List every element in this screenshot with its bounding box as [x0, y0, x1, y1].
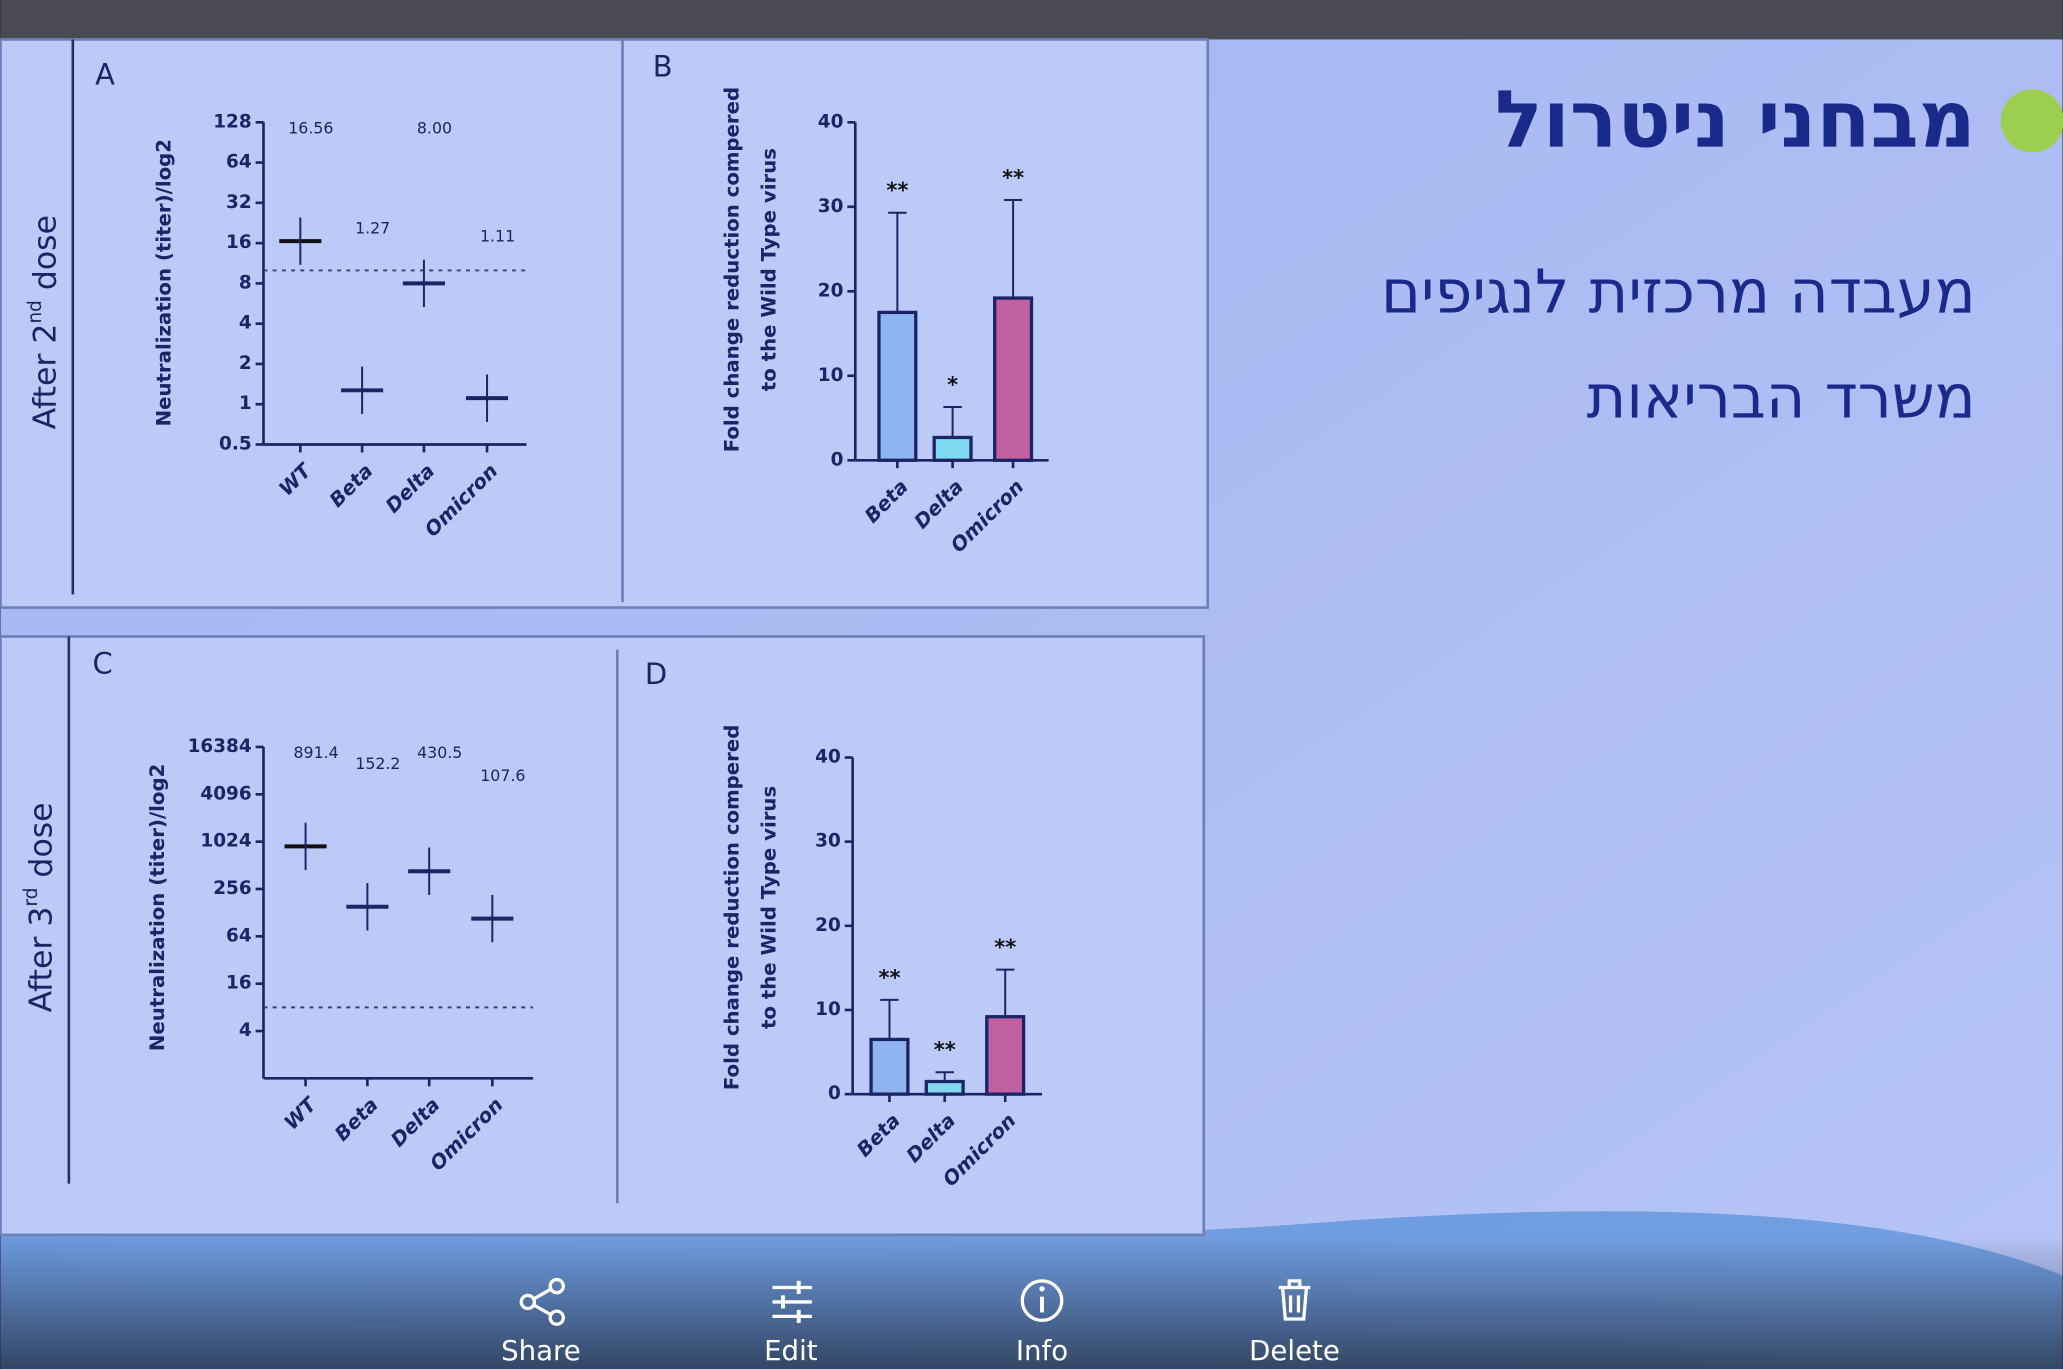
toolbar-label: Edit [764, 1334, 818, 1367]
mean-label: 152.2 [355, 754, 400, 773]
row-label: After 2nd dose [25, 215, 64, 429]
slide-title: מבחני ניטרול [1495, 73, 1976, 165]
y-tick-label: 40 [818, 111, 844, 132]
y-tick-label: 10 [815, 999, 841, 1020]
mean-label: 16.56 [288, 118, 333, 137]
significance-label: ** [994, 935, 1016, 960]
y-tick-label: 256 [213, 878, 251, 899]
mean-label: 430.5 [417, 743, 462, 762]
icon [532, 1287, 553, 1317]
panel-label: A [95, 57, 115, 91]
y-tick-label: 20 [818, 280, 844, 301]
icon [780, 1280, 801, 1323]
row-label-part: dose [28, 215, 64, 300]
panel-label: D [645, 657, 667, 691]
y-axis-label: Neutralization (titer)/log2 [146, 764, 169, 1051]
slide-line: משרד הבריאות [1587, 363, 1976, 433]
info-button[interactable]: Info [1016, 1279, 1068, 1367]
icon [548, 1309, 565, 1326]
row-label-sup: nd [25, 300, 46, 323]
bar [993, 296, 1034, 462]
bar [932, 435, 973, 462]
row-label-part: After 2 [28, 324, 64, 430]
y-tick-label: 4096 [200, 783, 251, 804]
significance-label: * [947, 372, 958, 397]
y-tick-label: 20 [815, 915, 841, 936]
row-label-part: dose [24, 802, 60, 887]
y-tick-label: 0 [828, 1083, 841, 1104]
mean-label: 891.4 [294, 743, 339, 762]
y-tick-label: 64 [226, 152, 252, 173]
icon [772, 1285, 812, 1319]
panel-label: C [93, 646, 113, 680]
icon [548, 1277, 565, 1295]
share-button[interactable]: Share [501, 1277, 581, 1367]
y-tick-label: 16 [226, 973, 252, 994]
y-tick-label: 8 [239, 272, 252, 293]
toolbar-label: Delete [1249, 1334, 1340, 1367]
y-tick-label: 16384 [188, 736, 252, 757]
y-axis-label: Neutralization (titer)/log2 [152, 139, 175, 426]
y-tick-label: 0.5 [219, 433, 252, 454]
toolbar-shade [0, 1236, 2063, 1369]
significance-label: ** [1002, 165, 1024, 190]
icon [1020, 1279, 1064, 1322]
y-tick-label: 10 [818, 365, 844, 386]
slide-dot [2000, 89, 2063, 153]
bar [869, 1037, 910, 1096]
y-tick-label: 16 [226, 232, 252, 253]
y-axis-label: Fold change reduction compered [720, 87, 743, 452]
icon [519, 1293, 537, 1311]
toolbar-label: Info [1016, 1334, 1068, 1367]
panel-frame [0, 635, 1206, 1237]
screen-bezel [0, 0, 2063, 40]
y-tick-label: 64 [226, 925, 252, 946]
slide-line: מעבדה מרכזית לנגיפים [1381, 257, 1976, 327]
bar [877, 310, 918, 462]
toolbar-label: Share [501, 1334, 581, 1367]
y-tick-label: 1024 [200, 831, 251, 852]
row-label-part: After 3 [24, 907, 60, 1013]
panel-label: B [653, 49, 673, 83]
significance-label: ** [886, 178, 908, 203]
y-axis-label: Fold change reduction compered [720, 725, 743, 1090]
mean-label: 8.00 [417, 118, 452, 137]
y-tick-label: 4 [239, 1020, 252, 1041]
edit-button[interactable]: Edit [764, 1280, 818, 1367]
mean-label: 1.11 [480, 227, 515, 246]
y-tick-label: 32 [226, 192, 252, 213]
y-tick-label: 4 [239, 313, 252, 334]
icon [1278, 1279, 1311, 1321]
row-label: After 3rd dose [21, 802, 60, 1012]
significance-label: ** [878, 965, 900, 990]
mean-label: 107.6 [480, 766, 525, 785]
bar [985, 1015, 1026, 1096]
icon [1039, 1286, 1045, 1292]
y-tick-label: 0 [831, 449, 844, 470]
mean-label: 1.27 [355, 219, 390, 238]
y-tick-label: 2 [239, 353, 252, 374]
significance-label: ** [934, 1037, 956, 1062]
y-axis-label: to the Wild Type virus [757, 786, 780, 1029]
y-tick-label: 128 [213, 111, 251, 132]
row-label-sup: rd [21, 888, 42, 907]
y-axis-label: to the Wild Type virus [757, 148, 780, 391]
delete-button[interactable]: Delete [1249, 1279, 1340, 1367]
y-tick-label: 30 [818, 196, 844, 217]
y-tick-label: 1 [239, 393, 252, 414]
bar [924, 1079, 965, 1096]
y-tick-label: 40 [815, 746, 841, 767]
y-tick-label: 30 [815, 831, 841, 852]
